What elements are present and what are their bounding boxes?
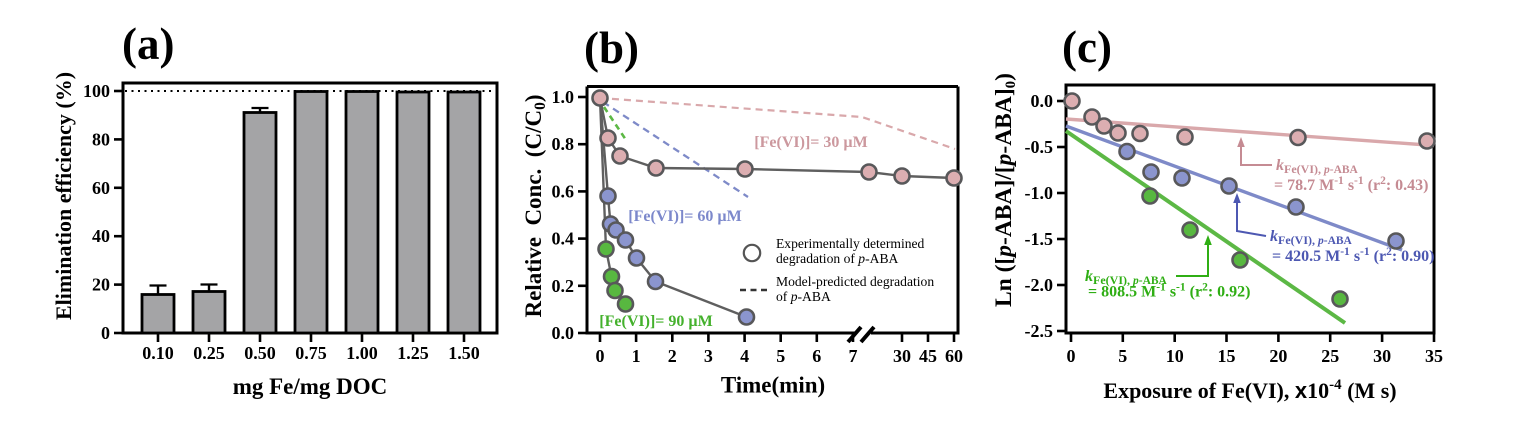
svg-text:-1.5: -1.5 bbox=[1025, 229, 1054, 249]
svg-text:Exposure of Fe(VI), x10-4 (M s: Exposure of Fe(VI), x10-4 (M s) bbox=[1103, 377, 1396, 403]
svg-text:15: 15 bbox=[1218, 346, 1236, 366]
svg-text:kFe(VI), p-ABA: kFe(VI), p-ABA bbox=[1276, 157, 1359, 176]
svg-text:kFe(VI), p-ABA: kFe(VI), p-ABA bbox=[1270, 228, 1353, 247]
svg-text:1.25: 1.25 bbox=[397, 343, 429, 363]
svg-text:mg Fe/mg DOC: mg Fe/mg DOC bbox=[233, 374, 388, 399]
svg-text:(c): (c) bbox=[1062, 22, 1112, 72]
svg-text:Experimentally determined: Experimentally determined bbox=[776, 236, 925, 251]
svg-text:60: 60 bbox=[945, 346, 963, 366]
svg-text:0.75: 0.75 bbox=[295, 343, 327, 363]
svg-text:1.0: 1.0 bbox=[552, 87, 575, 107]
svg-text:0: 0 bbox=[1067, 346, 1076, 366]
svg-text:5: 5 bbox=[776, 346, 785, 366]
svg-text:0.8: 0.8 bbox=[552, 134, 575, 154]
svg-text:Time(min): Time(min) bbox=[721, 373, 825, 398]
svg-text:20: 20 bbox=[1269, 346, 1287, 366]
svg-text:0.2: 0.2 bbox=[552, 276, 575, 296]
svg-text:5: 5 bbox=[1118, 346, 1127, 366]
svg-text:of p-ABA: of p-ABA bbox=[776, 289, 831, 304]
svg-text:60: 60 bbox=[92, 178, 110, 198]
svg-text:= 78.7 M-1 s-1 (r2: 0.43): = 78.7 M-1 s-1 (r2: 0.43) bbox=[1274, 175, 1428, 194]
svg-text:0.0: 0.0 bbox=[1031, 91, 1054, 111]
svg-text:-1.0: -1.0 bbox=[1025, 183, 1054, 203]
svg-text:Ln ([p-ABA]/[p-ABA]0): Ln ([p-ABA]/[p-ABA]0) bbox=[991, 73, 1019, 307]
svg-text:0.0: 0.0 bbox=[552, 323, 575, 343]
svg-text:-0.5: -0.5 bbox=[1025, 137, 1054, 157]
svg-text:[Fe(VI)]= 90 µM: [Fe(VI)]= 90 µM bbox=[599, 313, 712, 330]
svg-text:0.4: 0.4 bbox=[552, 229, 575, 249]
svg-text:10: 10 bbox=[1166, 346, 1184, 366]
svg-text:(b): (b) bbox=[584, 23, 639, 73]
svg-text:25: 25 bbox=[1321, 346, 1339, 366]
svg-text:40: 40 bbox=[92, 226, 110, 246]
svg-text:7: 7 bbox=[849, 346, 858, 366]
svg-text:degradation of p-ABA: degradation of p-ABA bbox=[776, 251, 899, 266]
svg-text:80: 80 bbox=[92, 129, 110, 149]
svg-text:100: 100 bbox=[83, 81, 110, 101]
svg-text:3: 3 bbox=[704, 346, 713, 366]
svg-text:= 808.5 M-1 s-1 (r2: 0.92): = 808.5 M-1 s-1 (r2: 0.92) bbox=[1088, 282, 1250, 301]
svg-text:(a): (a) bbox=[122, 19, 174, 69]
svg-text:1.50: 1.50 bbox=[448, 343, 480, 363]
svg-text:0.25: 0.25 bbox=[193, 343, 225, 363]
svg-text:kFe(VI), p-ABA: kFe(VI), p-ABA bbox=[1085, 268, 1168, 287]
svg-text:Elimination efficiency (%): Elimination efficiency (%) bbox=[51, 72, 76, 320]
svg-text:0: 0 bbox=[596, 346, 605, 366]
svg-text:6: 6 bbox=[812, 346, 821, 366]
svg-text:= 420.5 M-1 s-1 (r2: 0.90): = 420.5 M-1 s-1 (r2: 0.90) bbox=[1272, 246, 1434, 265]
svg-text:[Fe(VI)]= 60 µM: [Fe(VI)]= 60 µM bbox=[628, 208, 741, 225]
svg-text:35: 35 bbox=[1425, 346, 1443, 366]
svg-text:1.00: 1.00 bbox=[346, 343, 378, 363]
svg-text:Model-predicted degradation: Model-predicted degradation bbox=[776, 274, 934, 289]
svg-text:0.50: 0.50 bbox=[244, 343, 276, 363]
svg-text:2: 2 bbox=[668, 346, 677, 366]
svg-text:-2.5: -2.5 bbox=[1025, 321, 1054, 341]
svg-text:45: 45 bbox=[919, 346, 937, 366]
svg-text:1: 1 bbox=[632, 346, 641, 366]
svg-text:0.10: 0.10 bbox=[142, 343, 174, 363]
svg-text:30: 30 bbox=[893, 346, 911, 366]
svg-text:Relative Conc. (C/C0): Relative Conc. (C/C0) bbox=[521, 94, 549, 317]
svg-text:0: 0 bbox=[101, 323, 110, 343]
svg-text:4: 4 bbox=[740, 346, 749, 366]
svg-text:20: 20 bbox=[92, 275, 110, 295]
svg-text:-2.0: -2.0 bbox=[1025, 275, 1054, 295]
svg-text:30: 30 bbox=[1373, 346, 1391, 366]
svg-text:[Fe(VI)]= 30 µM: [Fe(VI)]= 30 µM bbox=[754, 134, 867, 151]
svg-text:0.6: 0.6 bbox=[552, 181, 575, 201]
